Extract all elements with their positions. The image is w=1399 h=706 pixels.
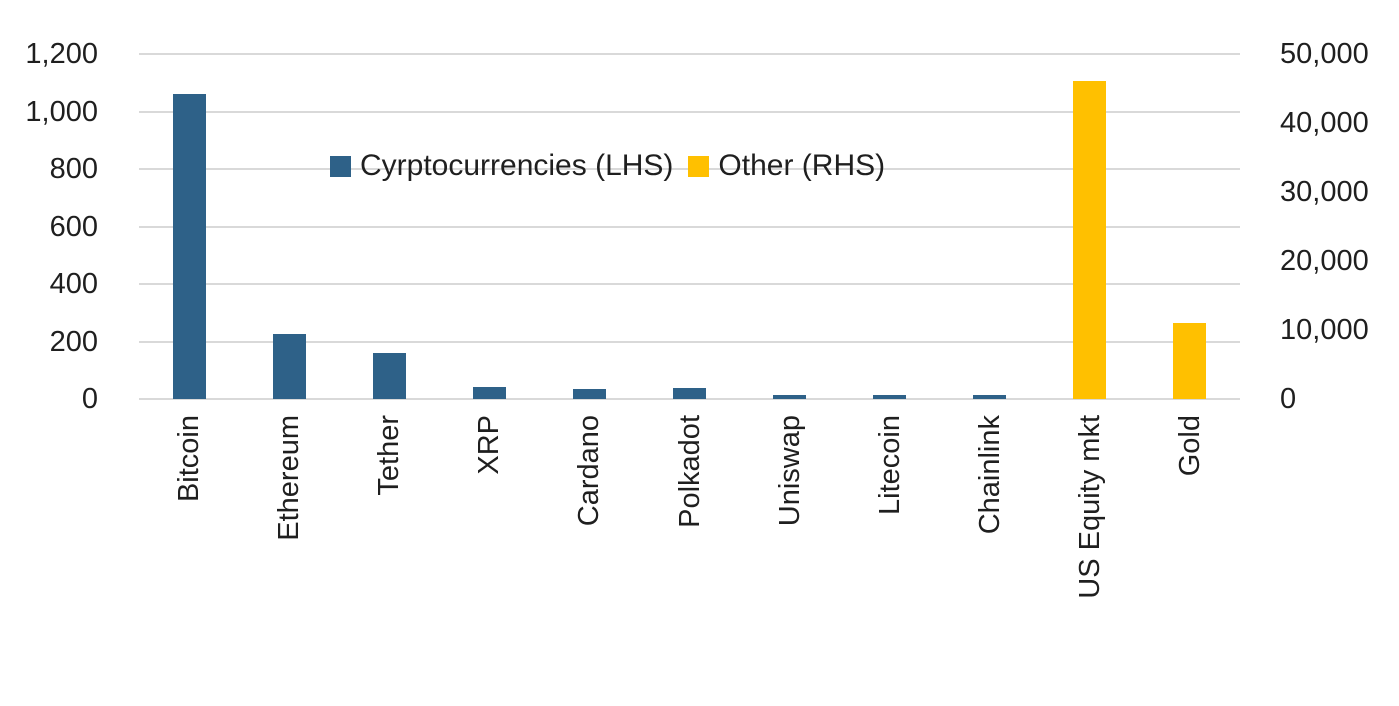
category-label-litecoin: Litecoin bbox=[873, 415, 906, 515]
left-axis-tick-label: 1,000 bbox=[25, 95, 98, 128]
bar-cardano bbox=[572, 388, 606, 399]
category-label-gold: Gold bbox=[1173, 415, 1206, 477]
right-axis-tick-label: 10,000 bbox=[1280, 314, 1369, 346]
left-axis-tick-label: 200 bbox=[49, 325, 98, 358]
category-label-bitcoin: Bitcoin bbox=[173, 415, 206, 503]
gridline bbox=[139, 283, 1240, 285]
bar-litecoin bbox=[873, 394, 907, 399]
legend-swatch-other-icon bbox=[688, 155, 710, 177]
category-label-tether: Tether bbox=[373, 415, 406, 496]
left-axis-tick-label: 400 bbox=[49, 268, 98, 300]
right-axis-tick-label: 30,000 bbox=[1280, 176, 1369, 208]
category-label-ethereum: Ethereum bbox=[273, 415, 306, 541]
right-axis-tick-label: 20,000 bbox=[1280, 245, 1369, 277]
bar-gold bbox=[1173, 323, 1207, 399]
category-label-chainlink: Chainlink bbox=[973, 415, 1006, 535]
category-label-cardano: Cardano bbox=[573, 415, 606, 527]
bar-ethereum bbox=[272, 334, 306, 399]
right-axis-tick-label: 50,000 bbox=[1280, 38, 1369, 70]
legend: Cyrptocurrencies (LHS) Other (RHS) bbox=[330, 149, 885, 183]
bar-us-equity-mkt bbox=[1073, 80, 1107, 399]
category-label-uniswap: Uniswap bbox=[773, 415, 806, 527]
left-axis-tick-label: 0 bbox=[81, 383, 98, 415]
right-axis-tick-label: 0 bbox=[1280, 383, 1297, 415]
left-axis-tick-label: 800 bbox=[49, 153, 98, 185]
bar-uniswap bbox=[773, 394, 807, 399]
category-label-us-equity-mkt: US Equity mkt bbox=[1073, 415, 1106, 599]
category-label-xrp: XRP bbox=[473, 415, 506, 475]
bar-tether bbox=[372, 353, 406, 399]
right-axis-tick-label: 40,000 bbox=[1280, 107, 1369, 139]
legend-item-cryptocurrencies: Cyrptocurrencies (LHS) bbox=[330, 149, 673, 183]
legend-swatch-cryptocurrencies-icon bbox=[330, 155, 351, 177]
bar-chainlink bbox=[973, 394, 1007, 399]
gridline bbox=[139, 53, 1240, 55]
bar-polkadot bbox=[673, 388, 706, 399]
legend-label-other: Other (RHS) bbox=[718, 149, 886, 182]
bar-xrp bbox=[472, 386, 506, 399]
bar-bitcoin bbox=[172, 94, 206, 399]
left-axis-tick-label: 600 bbox=[49, 210, 98, 243]
gridline bbox=[139, 340, 1240, 343]
gridline bbox=[139, 110, 1240, 113]
gridline bbox=[139, 398, 1240, 400]
legend-label-cryptocurrencies: Cyrptocurrencies (LHS) bbox=[360, 149, 674, 182]
left-axis-tick-label: 1,200 bbox=[25, 38, 98, 70]
legend-item-other: Other (RHS) bbox=[688, 149, 885, 183]
category-label-polkadot: Polkadot bbox=[673, 415, 706, 528]
gridline bbox=[139, 225, 1240, 228]
